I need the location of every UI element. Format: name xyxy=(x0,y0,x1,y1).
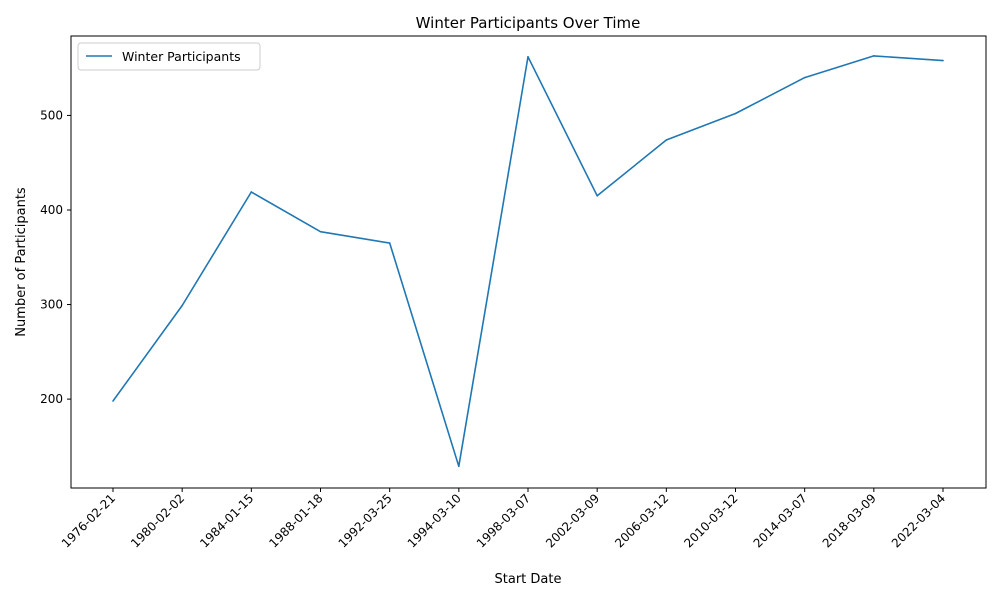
plot-frame xyxy=(70,35,987,489)
legend: Winter Participants xyxy=(77,42,261,71)
data-point-1994-03-10 xyxy=(458,465,460,468)
data-point-2022-03-04 xyxy=(942,59,944,62)
data-point-1980-02-02 xyxy=(181,304,183,307)
y-tick-label-500: 500 xyxy=(40,108,63,122)
data-point-1988-01-18 xyxy=(319,230,322,233)
data-point-2006-03-12 xyxy=(665,139,668,141)
data-point-1984-01-15 xyxy=(250,191,253,193)
y-tick-label-300: 300 xyxy=(40,298,63,312)
data-point-1998-03-07 xyxy=(527,56,529,58)
y-axis-label: Number of Participants xyxy=(14,187,29,337)
data-point-2002-03-09 xyxy=(596,195,598,197)
y-tick-label-400: 400 xyxy=(40,203,63,217)
data-point-2018-03-09 xyxy=(873,55,875,57)
data-point-1992-03-25 xyxy=(388,242,391,244)
data-point-1976-02-21 xyxy=(112,400,114,402)
chart-title: Winter Participants Over Time xyxy=(416,14,641,32)
x-axis-label: Start Date xyxy=(495,572,562,587)
data-point-2014-03-07 xyxy=(803,76,806,79)
data-point-2010-03-12 xyxy=(734,112,737,115)
legend-label-winter-participants: Winter Participants xyxy=(122,49,241,64)
legend-box xyxy=(77,42,261,71)
y-tick-label-200: 200 xyxy=(40,392,63,406)
